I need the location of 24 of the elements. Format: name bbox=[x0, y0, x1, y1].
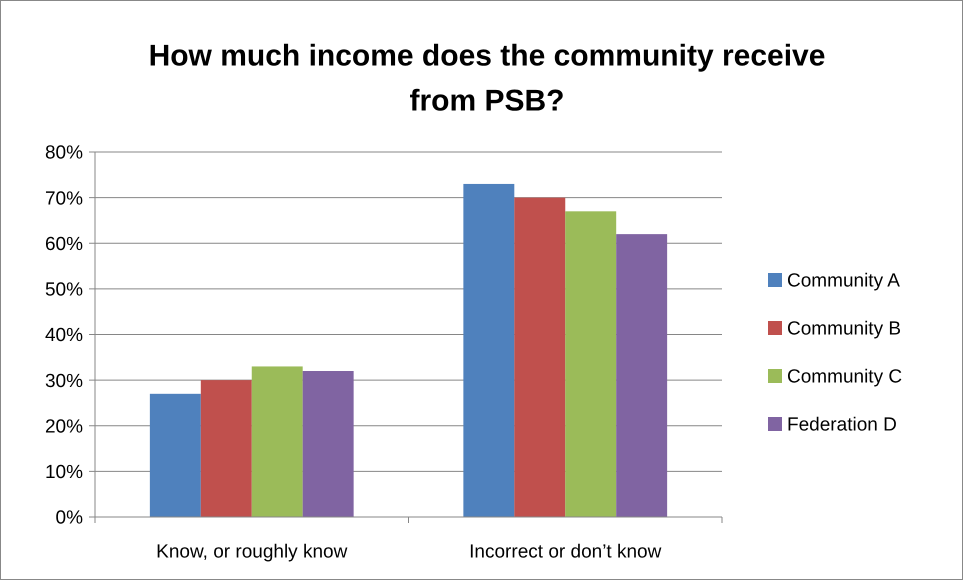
y-tick-label: 10% bbox=[44, 462, 84, 484]
y-tick-label: 40% bbox=[44, 325, 84, 346]
bar bbox=[252, 366, 303, 517]
x-tick-label: Know, or roughly know bbox=[156, 542, 348, 563]
legend-label: Community A bbox=[787, 270, 900, 292]
y-tick-label: 60% bbox=[44, 234, 84, 255]
bar bbox=[463, 184, 514, 517]
bar bbox=[200, 380, 252, 517]
y-tick-label: 70% bbox=[44, 188, 84, 210]
bar bbox=[616, 234, 668, 517]
y-tick-label: 0% bbox=[56, 508, 84, 529]
bar bbox=[565, 211, 616, 517]
bar bbox=[302, 371, 354, 517]
x-tick-label: Incorrect or don’t know bbox=[469, 542, 662, 563]
legend-label: Federation D bbox=[787, 414, 897, 436]
chart-title: How much income does the community receive from PSB? bbox=[148, 40, 826, 118]
legend-label: Community B bbox=[787, 318, 902, 340]
y-tick-label: 50% bbox=[44, 280, 84, 301]
y-tick-label: 20% bbox=[44, 416, 84, 438]
bar bbox=[514, 198, 566, 517]
bar bbox=[150, 394, 201, 517]
y-tick-label: 80% bbox=[44, 142, 84, 164]
legend-label: Community C bbox=[787, 366, 902, 388]
y-tick-label: 30% bbox=[44, 370, 84, 392]
